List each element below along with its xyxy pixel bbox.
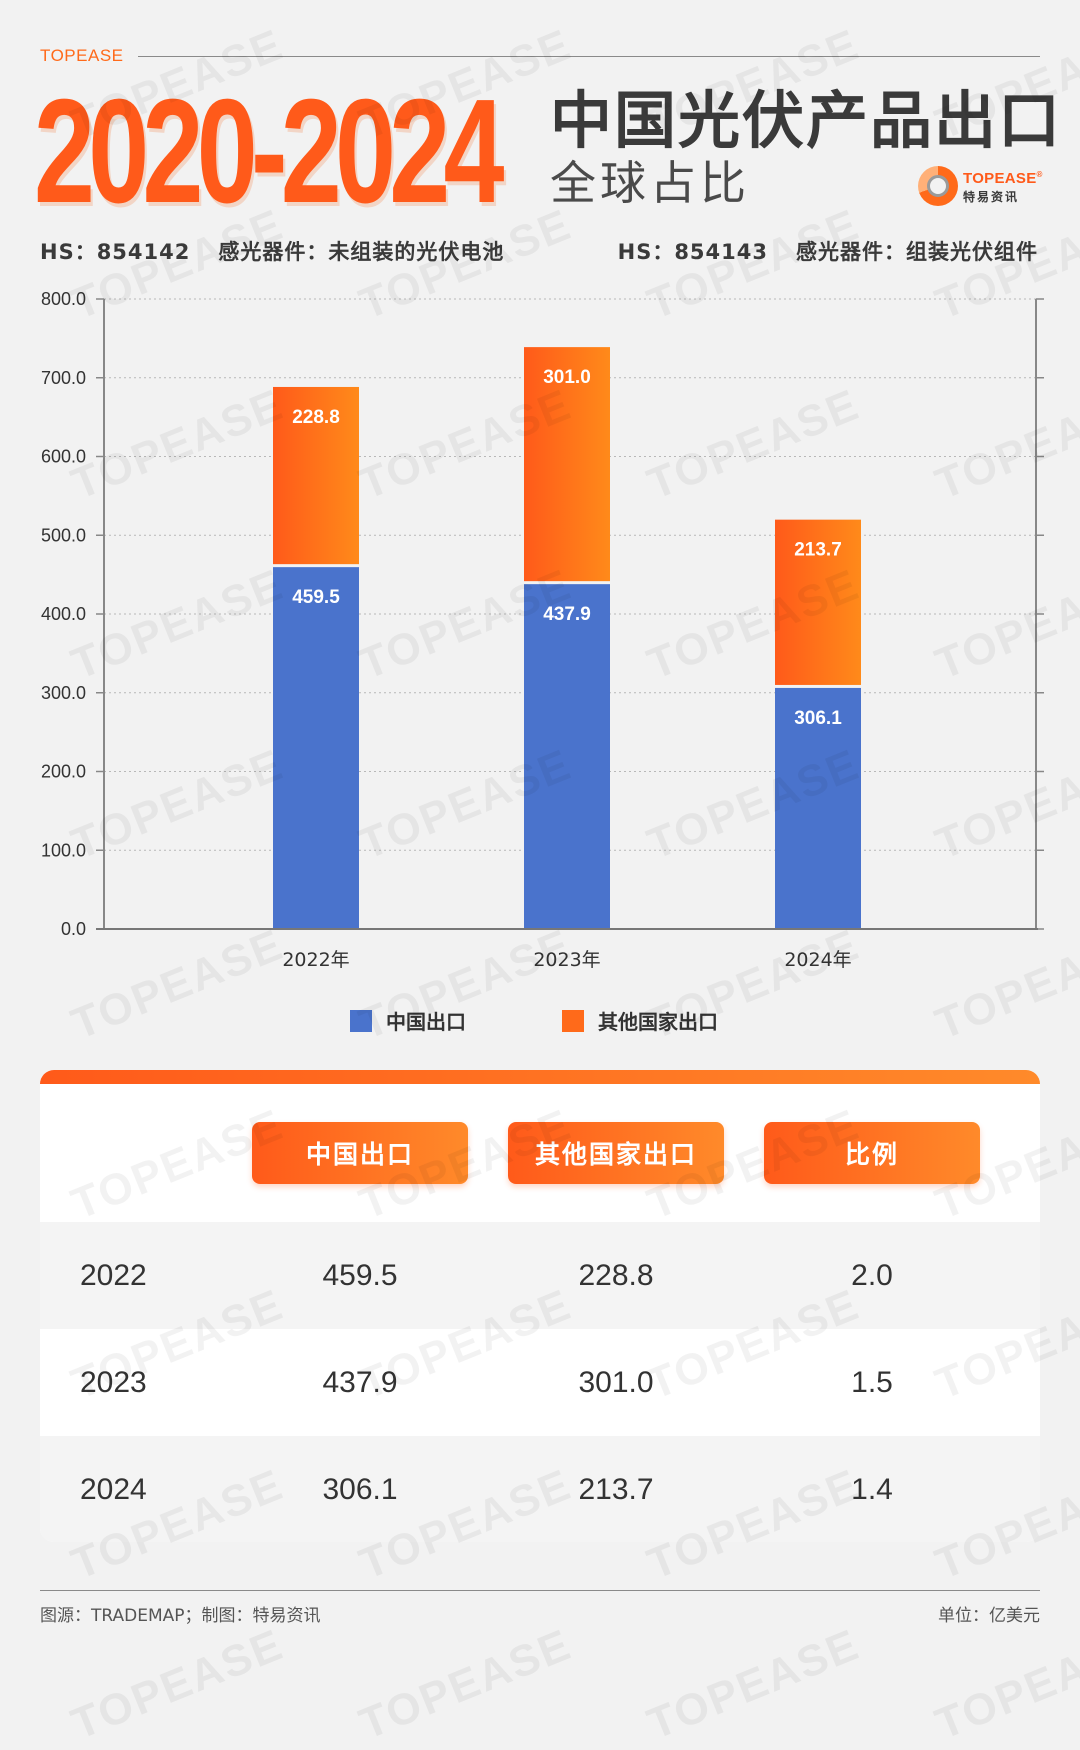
bar-china-2024年 [775, 687, 861, 929]
row-other: 301.0 [578, 1365, 654, 1399]
y-tick-label: 700.0 [41, 368, 86, 388]
export-table: 中国出口 其他国家出口 比例 2022 459.5 228.8 2.0 2023… [40, 1070, 1040, 1542]
data-label-other: 213.7 [794, 540, 842, 561]
x-tick-label: 2022年 [282, 949, 349, 971]
row-other: 213.7 [578, 1472, 654, 1506]
footer-rule [40, 1590, 1040, 1591]
row-china: 437.9 [322, 1365, 398, 1399]
header-rule [138, 56, 1040, 57]
legend-swatch-china [350, 1009, 372, 1032]
y-tick-label: 0.0 [61, 919, 86, 939]
y-tick-label: 800.0 [41, 289, 86, 309]
table-row: 2024 306.1 213.7 1.4 [40, 1436, 1040, 1542]
data-label-other: 301.0 [543, 367, 591, 388]
table-header-ratio: 比例 [764, 1122, 980, 1184]
y-tick-label: 300.0 [41, 683, 86, 703]
y-tick-label: 400.0 [41, 604, 86, 624]
bar-other-2023年 [524, 347, 610, 582]
row-china: 306.1 [322, 1472, 398, 1506]
row-ratio: 1.5 [851, 1365, 893, 1399]
topease-logo: TOPEASE® 特易资讯 [918, 166, 1042, 208]
hs-code-right: HS：854143 感光器件：组装光伏组件 [617, 240, 1038, 264]
table-top-bar [40, 1070, 1040, 1084]
brand-label: TOPEASE [40, 46, 124, 65]
logo-cn-name: 特易资讯 [963, 190, 1020, 204]
unit-note: 单位：亿美元 [938, 1606, 1040, 1626]
table-row: 2022 459.5 228.8 2.0 [40, 1222, 1040, 1329]
watermark-text: TOPEASE [928, 1619, 1080, 1750]
table-header-other: 其他国家出口 [508, 1122, 724, 1184]
row-year: 2023 [80, 1365, 147, 1399]
legend-item-other: 其他国家出口 [562, 1006, 718, 1035]
bar-china-2023年 [524, 584, 610, 929]
table-header-china: 中国出口 [252, 1122, 468, 1184]
watermark-text: TOPEASE [640, 1619, 867, 1750]
bar-other-2024年 [775, 519, 861, 685]
row-year: 2022 [80, 1258, 147, 1292]
logo-wordmark: TOPEASE® [963, 170, 1043, 187]
y-tick-label: 500.0 [41, 525, 86, 545]
bar-china-2022年 [273, 567, 359, 929]
watermark-text: TOPEASE [352, 1619, 579, 1750]
row-year: 2024 [80, 1472, 147, 1506]
logo-ring-icon [918, 166, 958, 206]
page-title: 中国光伏产品出口 [550, 84, 1063, 157]
row-china: 459.5 [322, 1258, 398, 1292]
legend-item-china: 中国出口 [350, 1006, 466, 1035]
row-ratio: 1.4 [851, 1472, 893, 1506]
data-label-china: 459.5 [292, 587, 340, 608]
data-label-china: 437.9 [543, 604, 591, 625]
page-subtitle: 全球占比 [550, 156, 750, 210]
stacked-bar-chart: 459.5 228.8 437.9 301.0 306.1 213.7 0.0 100.0 2… [41, 289, 1044, 971]
watermark-text: TOPEASE [64, 1619, 291, 1750]
legend-swatch-other [562, 1009, 584, 1032]
bar-other-2022年 [273, 386, 359, 565]
y-tick-label: 600.0 [41, 447, 86, 467]
y-tick-label: 100.0 [41, 840, 86, 860]
row-other: 228.8 [578, 1258, 654, 1292]
data-label-china: 306.1 [794, 708, 842, 729]
table-row: 2023 437.9 301.0 1.5 [40, 1329, 1040, 1436]
x-tick-label: 2023年 [533, 949, 600, 971]
x-tick-label: 2024年 [784, 949, 851, 971]
year-range-title: 2020-2024 [34, 69, 504, 234]
y-tick-label: 200.0 [41, 762, 86, 782]
source-note: 图源：TRADEMAP；制图：特易资讯 [40, 1606, 321, 1626]
data-label-other: 228.8 [292, 407, 340, 428]
hs-code-left: HS：854142 感光器件：未组装的光伏电池 [40, 240, 505, 264]
row-ratio: 2.0 [851, 1258, 893, 1292]
